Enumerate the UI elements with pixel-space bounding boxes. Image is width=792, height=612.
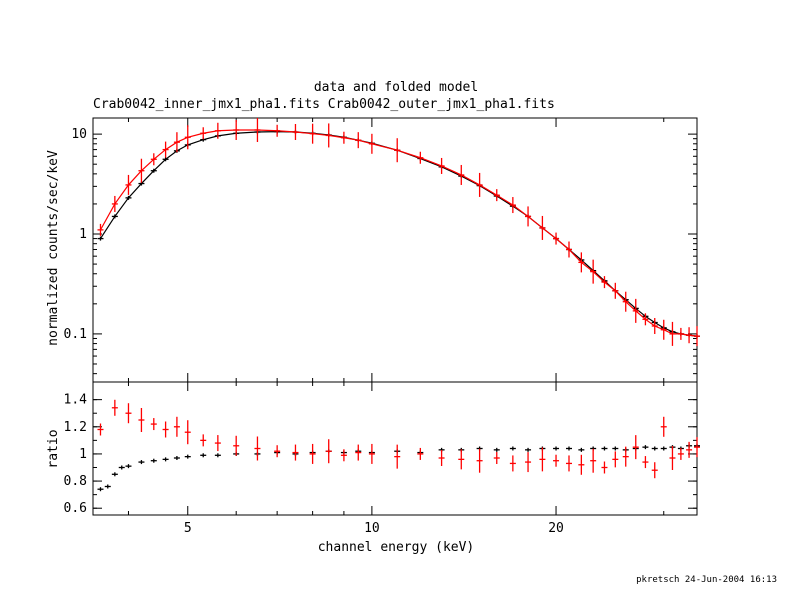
inner-data-point	[601, 446, 608, 451]
x-axis-label: channel energy (keV)	[318, 540, 475, 555]
inner-data-point	[553, 446, 560, 451]
outer-data-point	[590, 448, 597, 473]
outer-data-point	[254, 436, 261, 461]
chart-subtitle: Crab0042_inner_jmx1_pha1.fits Crab0042_o…	[93, 97, 555, 112]
outer-data-point	[292, 444, 299, 461]
inner-data-point	[138, 460, 145, 465]
inner-data-point	[97, 487, 104, 492]
top-panel-frame	[92, 117, 698, 383]
y-tick-label: 0.6	[64, 501, 87, 516]
chart-title: data and folded model	[314, 80, 478, 95]
x-tick-label: 5	[184, 521, 192, 536]
outer-data-point	[97, 423, 104, 436]
inner-data-point	[565, 446, 572, 451]
outer-data-point	[677, 447, 684, 460]
outer-data-point	[539, 447, 546, 472]
y-tick-label: 1.4	[64, 393, 88, 408]
top-panel: 0.1 1 10	[64, 117, 700, 383]
inner-data-point	[578, 447, 585, 452]
inner-folded-model-line	[99, 130, 698, 337]
inner-data-point	[509, 446, 516, 451]
inner-data-point	[660, 446, 667, 451]
outer-data-point	[325, 439, 332, 464]
outer-data-point	[162, 421, 169, 438]
outer-data-point	[476, 448, 483, 473]
outer-data-point	[632, 435, 639, 460]
outer-data-point	[111, 399, 118, 416]
outer-data-point	[651, 462, 658, 479]
outer-data-point	[578, 454, 585, 475]
outer-data-point	[200, 434, 207, 447]
outer-data-point	[601, 461, 608, 474]
outer-data-point	[184, 420, 191, 445]
inner-data-point	[493, 447, 500, 452]
inner-data-point	[150, 458, 157, 463]
outer-folded-model-line	[99, 129, 698, 337]
outer-data-point	[394, 444, 401, 469]
x-tick-label: 10	[364, 521, 380, 536]
x-tick-label: 20	[548, 521, 564, 536]
outer-data-point	[622, 446, 629, 467]
inner-data-point	[612, 446, 619, 451]
inner-data-point	[200, 453, 207, 458]
y-tick-label: 10	[71, 127, 87, 142]
outer-data-point	[173, 416, 180, 437]
outer-data-point	[125, 403, 132, 424]
footer-stamp: pkretsch 24-Jun-2004 16:13	[636, 575, 777, 585]
outer-data-point	[509, 455, 516, 472]
outer-data-point	[553, 454, 560, 467]
outer-data-point	[214, 435, 221, 452]
inner-data-point	[104, 484, 111, 489]
outer-data-point	[660, 416, 667, 437]
outer-data-point	[150, 418, 157, 431]
inner-data-point	[642, 445, 649, 450]
outer-data-point	[493, 452, 500, 464]
inner-data-point	[125, 464, 132, 469]
outer-data-point	[309, 443, 316, 464]
y-tick-label: 1	[79, 447, 87, 462]
outer-data-point	[274, 445, 281, 458]
outer-data-point	[458, 449, 465, 470]
y-tick-label: 1.2	[64, 420, 87, 435]
outer-data-point	[694, 437, 700, 458]
outer-data-point	[340, 449, 347, 462]
inner-data-point	[651, 446, 658, 451]
inner-data-point	[118, 465, 125, 470]
top-y-axis-label: normalized counts/sec/keV	[46, 150, 61, 346]
outer-data-point	[669, 446, 676, 470]
outer-data-point	[525, 452, 532, 473]
y-tick-label: 1	[79, 227, 87, 242]
outer-data-point	[612, 451, 619, 468]
outer-data-point	[138, 408, 145, 432]
inner-data-point	[214, 453, 221, 458]
inner-data-point	[162, 457, 169, 462]
y-tick-label: 0.8	[64, 474, 87, 489]
outer-data-point	[355, 444, 362, 461]
bottom-panel: 5 10 20 0.6 0.8 1 1.2 1.4	[64, 381, 700, 536]
inner-data-point	[173, 456, 180, 460]
outer-data-point	[233, 435, 240, 456]
outer-data-point	[438, 450, 445, 466]
outer-data-point	[368, 443, 375, 464]
inner-data-point	[184, 454, 191, 459]
outer-data-point	[642, 456, 649, 469]
outer-data-point	[417, 447, 424, 460]
outer-data-point	[565, 455, 572, 472]
outer-data-point	[686, 441, 693, 458]
inner-data-point	[111, 472, 118, 477]
y-tick-label: 0.1	[64, 327, 87, 342]
bottom-y-axis-label: ratio	[46, 429, 61, 468]
inner-data-point	[525, 447, 532, 452]
